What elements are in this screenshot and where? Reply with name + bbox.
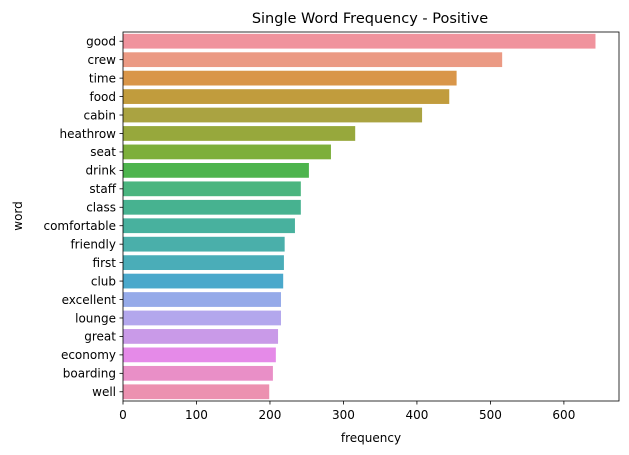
x-tick-label: 400: [405, 408, 428, 422]
y-tick-label: economy: [61, 348, 116, 362]
y-tick-label: well: [92, 385, 116, 399]
bar-boarding: [123, 365, 273, 381]
y-tick-label: crew: [88, 53, 117, 67]
x-tick-label: 300: [332, 408, 355, 422]
y-tick-label: cabin: [83, 108, 116, 122]
y-tick-label: heathrow: [60, 127, 117, 141]
bar-comfortable: [123, 218, 295, 234]
x-axis-ticks: 0 100 200 300 400 500 600: [119, 401, 575, 422]
bar-good: [123, 33, 596, 49]
bar-seat: [123, 144, 331, 160]
bar-drink: [123, 162, 309, 178]
chart-title: Single Word Frequency - Positive: [252, 11, 488, 27]
x-tick-label: 100: [185, 408, 208, 422]
bar-cabin: [123, 107, 423, 123]
y-tick-label: club: [91, 274, 116, 288]
y-tick-label: first: [93, 256, 117, 270]
y-tick-label: time: [89, 71, 116, 85]
bar-heathrow: [123, 126, 356, 141]
bar-friendly: [123, 236, 285, 252]
bar-crew: [123, 52, 503, 68]
x-tick-label: 200: [259, 408, 282, 422]
bar-staff: [123, 181, 301, 197]
y-tick-label: food: [89, 90, 116, 104]
y-tick-label: great: [84, 330, 116, 344]
bars-group: [123, 33, 596, 400]
y-tick-label: drink: [86, 164, 116, 178]
y-axis-ticks: good crew time food cabin heathrow seat drink st…: [43, 35, 123, 399]
bar-class: [123, 199, 301, 215]
y-tick-label: class: [86, 201, 116, 215]
y-tick-label: comfortable: [43, 219, 116, 233]
y-tick-label: excellent: [62, 293, 117, 307]
bar-great: [123, 329, 279, 344]
y-tick-label: good: [86, 35, 116, 49]
bar-food: [123, 89, 450, 104]
y-tick-label: friendly: [70, 237, 116, 251]
bar-economy: [123, 347, 276, 363]
bar-time: [123, 70, 457, 86]
bar-lounge: [123, 310, 281, 326]
y-tick-label: boarding: [63, 367, 116, 381]
bar-club: [123, 273, 284, 289]
plot-frame: [122, 31, 620, 402]
bar-well: [123, 384, 270, 400]
y-tick-label: lounge: [75, 311, 116, 325]
y-axis-label: word: [11, 201, 25, 231]
x-axis-label: frequency: [341, 431, 401, 445]
y-tick-label: staff: [89, 182, 116, 196]
y-tick-label: seat: [90, 145, 116, 159]
bar-excellent: [123, 292, 281, 307]
bar-first: [123, 255, 284, 271]
x-tick-label: 500: [479, 408, 502, 422]
x-tick-label: 0: [119, 408, 127, 422]
x-tick-label: 600: [552, 408, 575, 422]
